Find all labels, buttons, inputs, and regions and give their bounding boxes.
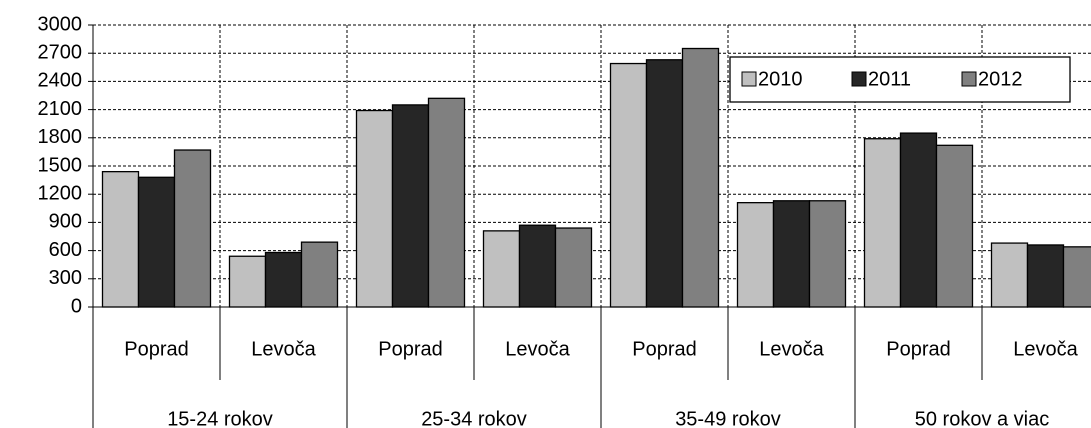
bar — [645, 59, 684, 308]
legend: 2010 2011 2012 — [729, 56, 1071, 103]
x-tick-label: Poprad — [632, 338, 697, 360]
bar — [1026, 244, 1065, 308]
bar — [300, 241, 339, 308]
legend-box — [729, 56, 1071, 103]
legend-label: 2011 — [868, 68, 911, 90]
group-label: 25-34 rokov — [421, 408, 527, 428]
bar — [772, 200, 811, 308]
bar — [101, 170, 140, 308]
bar — [518, 224, 557, 308]
y-tick-label: 600 — [49, 239, 82, 261]
y-tick-label: 1200 — [38, 182, 83, 204]
y-tick-label: 2700 — [38, 41, 83, 63]
bar — [1062, 246, 1091, 308]
bar — [736, 202, 775, 308]
legend-label: 2012 — [978, 68, 1023, 90]
y-tick-label: 2100 — [38, 98, 83, 120]
x-tick-label: Poprad — [886, 338, 951, 360]
group-label: 50 rokov a viac — [915, 408, 1050, 428]
y-tick-label: 2400 — [38, 70, 83, 92]
bar — [427, 97, 466, 308]
bar — [355, 109, 394, 308]
legend-swatch — [851, 71, 867, 87]
bar — [808, 200, 847, 308]
bar — [482, 230, 521, 308]
x-tick-label: Levoča — [759, 338, 824, 360]
y-tick-label: 900 — [49, 211, 82, 233]
x-tick-label: Poprad — [124, 338, 189, 360]
legend-label: 2010 — [758, 68, 803, 90]
y-tick-label: 0 — [71, 295, 82, 317]
bar — [990, 242, 1029, 308]
bar — [554, 227, 593, 308]
bar — [899, 132, 938, 308]
group-label: 15-24 rokov — [167, 408, 273, 428]
legend-swatch — [961, 71, 977, 87]
x-tick-label: Levoča — [251, 338, 316, 360]
legend-swatch — [741, 71, 757, 87]
bar — [681, 47, 720, 308]
y-tick-label: 1500 — [38, 154, 83, 176]
bar — [137, 176, 176, 308]
x-tick-label: Levoča — [505, 338, 570, 360]
x-tick-label: Poprad — [378, 338, 443, 360]
y-tick-label: 3000 — [38, 13, 83, 35]
bar — [863, 138, 902, 308]
bar — [264, 251, 303, 308]
bar — [173, 149, 212, 308]
group-label: 35-49 rokov — [675, 408, 781, 428]
y-tick-label: 1800 — [38, 126, 83, 148]
bar — [391, 104, 430, 308]
bar — [609, 62, 648, 308]
bar — [228, 255, 267, 308]
y-tick-label: 300 — [49, 267, 82, 289]
x-tick-label: Levoča — [1013, 338, 1078, 360]
bar — [935, 144, 974, 308]
